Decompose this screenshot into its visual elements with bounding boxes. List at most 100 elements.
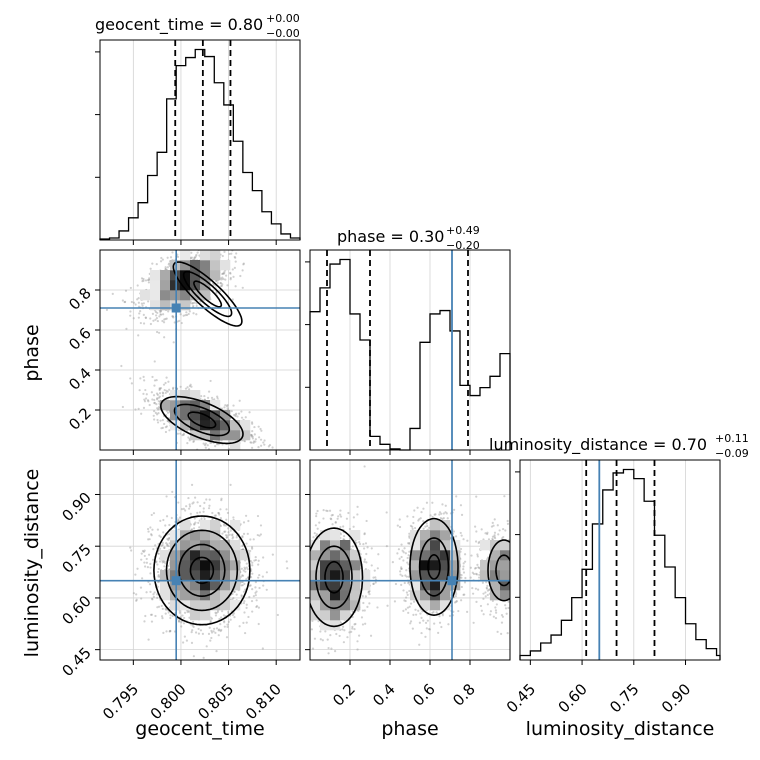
sample-point xyxy=(239,274,242,278)
sample-point xyxy=(176,255,180,258)
sample-point xyxy=(223,272,226,275)
sample-point xyxy=(151,262,154,265)
sample-point xyxy=(148,538,151,541)
sample-point xyxy=(158,315,161,318)
sample-point xyxy=(171,387,175,390)
sample-point xyxy=(241,536,244,539)
sample-point xyxy=(156,528,160,531)
sample-point xyxy=(251,547,254,550)
sample-point xyxy=(255,599,258,602)
sample-point xyxy=(129,377,132,380)
sample-point xyxy=(205,498,208,501)
sample-point xyxy=(137,316,140,319)
sample-point xyxy=(179,313,182,316)
density-cell xyxy=(200,400,211,411)
sample-point xyxy=(218,290,222,293)
sample-point xyxy=(244,514,248,517)
sample-point xyxy=(186,610,189,614)
sample-point xyxy=(245,453,247,455)
sample-point xyxy=(163,546,166,550)
sample-point xyxy=(231,298,234,301)
sample-point xyxy=(164,607,167,611)
density-cell xyxy=(180,390,191,401)
sample-point xyxy=(156,606,159,609)
sample-point xyxy=(161,258,164,261)
sample-point xyxy=(207,632,211,636)
sample-point xyxy=(141,304,144,307)
sample-point xyxy=(161,561,164,564)
sample-point xyxy=(105,308,109,311)
density-cell xyxy=(180,410,191,421)
sample-point xyxy=(147,278,151,282)
sample-point xyxy=(136,284,139,287)
sample-point xyxy=(224,524,228,527)
sample-point xyxy=(259,427,262,431)
sample-point xyxy=(161,607,164,610)
sample-point xyxy=(192,527,196,530)
sample-point xyxy=(147,300,150,303)
sample-point xyxy=(198,511,202,514)
density-cell xyxy=(160,280,171,291)
sample-point xyxy=(173,321,176,324)
sample-point xyxy=(192,440,195,444)
sample-point xyxy=(145,393,148,396)
sample-point xyxy=(258,586,261,590)
sample-point xyxy=(257,446,260,449)
sample-point xyxy=(158,388,161,391)
sample-point xyxy=(219,282,222,285)
sample-point xyxy=(263,439,266,442)
sample-point xyxy=(166,537,169,541)
sample-point xyxy=(164,426,167,429)
sample-point xyxy=(161,543,164,547)
sample-point xyxy=(193,256,196,259)
sample-point xyxy=(196,511,199,514)
density-cell xyxy=(190,260,201,271)
sample-point xyxy=(229,276,232,280)
sample-point xyxy=(226,625,229,628)
sample-point xyxy=(258,573,261,577)
sample-point xyxy=(166,544,169,547)
sample-point xyxy=(137,297,140,300)
density-cell xyxy=(190,270,201,281)
sample-point xyxy=(217,634,220,637)
sample-point xyxy=(215,650,218,653)
density-cell xyxy=(200,250,211,261)
sample-point xyxy=(251,422,254,425)
sample-point xyxy=(214,611,217,614)
sample-point xyxy=(245,578,248,581)
sample-point xyxy=(150,597,154,600)
sample-point xyxy=(167,537,171,540)
sample-point xyxy=(162,531,165,534)
density-cell xyxy=(150,290,161,301)
sample-point xyxy=(162,321,166,324)
sample-point xyxy=(254,581,257,584)
sample-point xyxy=(241,286,244,289)
sample-point xyxy=(151,598,154,601)
sample-point xyxy=(188,610,191,613)
sample-point xyxy=(156,596,159,600)
sample-point xyxy=(234,256,237,259)
sample-point xyxy=(252,441,255,444)
sample-point xyxy=(234,260,237,263)
sample-point xyxy=(136,298,139,301)
sample-point xyxy=(249,433,253,437)
sample-point xyxy=(142,313,145,316)
sample-point xyxy=(190,631,193,634)
sample-point xyxy=(188,384,191,388)
sample-point xyxy=(139,309,142,313)
sample-point xyxy=(220,497,223,500)
sample-point xyxy=(215,627,219,630)
sample-point xyxy=(177,619,181,622)
sample-point xyxy=(190,251,193,254)
sample-point xyxy=(165,542,168,545)
sample-point xyxy=(271,553,274,556)
sample-point xyxy=(208,626,211,629)
sample-point xyxy=(213,514,216,517)
sample-point xyxy=(256,514,260,518)
sample-point xyxy=(156,311,159,315)
sample-point xyxy=(160,427,163,430)
sample-point xyxy=(271,446,274,449)
sample-point xyxy=(157,406,161,409)
sample-point xyxy=(146,399,150,402)
sample-point xyxy=(240,567,243,570)
